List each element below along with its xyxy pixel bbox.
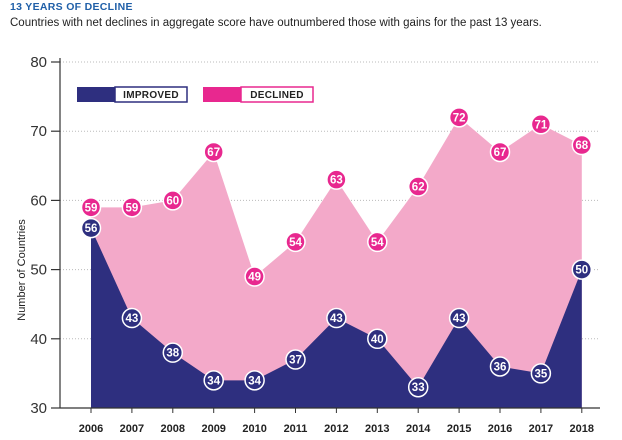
improved-point-value: 36 — [494, 361, 507, 373]
x-tick-label: 2009 — [201, 423, 225, 435]
y-axis-label: Number of Countries — [16, 219, 28, 321]
improved-point-marker — [80, 217, 102, 239]
declined-point-value: 60 — [166, 195, 179, 207]
improved-point-marker — [489, 356, 511, 377]
improved-point-marker — [326, 307, 347, 329]
x-tick-label: 2017 — [529, 423, 553, 435]
declined-point-value: 68 — [575, 140, 588, 152]
x-tick-label: 2015 — [447, 423, 471, 435]
x-tick-label: 2008 — [161, 423, 185, 435]
improved-point-value: 37 — [289, 355, 302, 367]
declined-point-marker — [530, 114, 552, 135]
improved-point-marker — [367, 328, 388, 350]
legend-box — [240, 86, 314, 103]
y-tick-label: 50 — [30, 262, 47, 279]
declined-point-value: 67 — [494, 147, 507, 159]
y-tick-label: 70 — [30, 123, 47, 140]
x-tick-label: 2014 — [406, 423, 431, 435]
improved-point-value: 34 — [207, 375, 220, 387]
legend: IMPROVED DECLINED — [77, 86, 314, 103]
declined-point-value: 62 — [412, 182, 425, 194]
declined-point-marker — [326, 169, 347, 190]
improved-point-marker — [407, 376, 429, 398]
declined-point-value: 59 — [126, 202, 139, 214]
legend-label: IMPROVED — [123, 90, 179, 101]
x-tick-label: 2011 — [284, 423, 308, 435]
improved-point-value: 38 — [166, 348, 179, 360]
declined-point-value: 67 — [207, 147, 220, 159]
declined-point-marker — [448, 107, 470, 128]
improved-point-value: 50 — [575, 265, 588, 277]
improved-point-marker — [121, 307, 143, 329]
improved-point-value: 56 — [85, 223, 98, 235]
improved-point-marker — [571, 259, 593, 280]
y-tick-label: 80 — [30, 54, 47, 71]
x-tick-label: 2013 — [365, 423, 389, 435]
legend-label: DECLINED — [250, 90, 304, 101]
improved-point-value: 33 — [412, 382, 425, 394]
declined-point-marker — [571, 134, 593, 156]
improved-point-marker — [203, 370, 224, 391]
legend-swatch — [77, 87, 119, 102]
improved-point-value: 43 — [330, 313, 343, 325]
improved-point-value: 43 — [126, 313, 139, 325]
x-tick-label: 2016 — [488, 423, 512, 435]
improved-point-value: 43 — [453, 313, 466, 325]
declined-point-value: 72 — [453, 112, 466, 124]
declined-point-value: 49 — [248, 272, 261, 284]
declined-point-marker — [244, 266, 265, 287]
x-tick-label: 2010 — [242, 423, 266, 435]
declined-point-marker — [121, 197, 143, 218]
x-tick-label: 2012 — [324, 423, 348, 435]
declined-point-value: 71 — [535, 119, 548, 131]
improved-point-marker — [285, 349, 306, 370]
improved-point-value: 34 — [248, 375, 261, 387]
legend-box — [114, 86, 188, 103]
improved-point-marker — [448, 307, 470, 329]
axes — [59, 58, 600, 409]
x-axis-ticks: 2006 2007 2008 2009 2010 2011 2012 2013 2014 2015… — [79, 408, 594, 435]
y-tick-label: 30 — [30, 400, 47, 417]
x-tick-label: 2006 — [79, 423, 103, 435]
declined-point-marker — [367, 231, 388, 253]
chart-subtitle: Countries with net declines in aggregate… — [10, 17, 542, 29]
declined-point-marker — [162, 190, 184, 211]
declined-point-marker — [407, 176, 429, 197]
y-tick-label: 60 — [30, 192, 47, 209]
improved-point-value: 40 — [371, 334, 384, 346]
data-labels: 59 59 60 67 49 54 63 54 62 72 67 71 68 56 43 38 34 34 37 43… — [80, 107, 593, 398]
improved-point-marker — [530, 363, 552, 384]
y-tick-label: 40 — [30, 331, 47, 348]
improved-point-marker — [244, 370, 265, 391]
improved-point-marker — [162, 342, 184, 363]
x-tick-label: 2007 — [120, 423, 144, 435]
declined-point-value: 59 — [85, 202, 98, 214]
y-axis-ticks: 30 40 50 60 70 80 — [30, 54, 60, 417]
declined-point-marker — [203, 141, 224, 163]
declined-point-marker — [80, 197, 102, 218]
improved-point-value: 35 — [535, 368, 548, 380]
declined-point-value: 54 — [371, 237, 384, 249]
declined-point-value: 54 — [289, 237, 302, 249]
declined-point-marker — [489, 141, 511, 163]
declined-point-value: 63 — [330, 175, 343, 187]
declined-point-marker — [285, 231, 306, 253]
chart-title: 13 YEARS OF DECLINE — [10, 1, 133, 13]
x-tick-label: 2018 — [570, 423, 594, 435]
legend-swatch — [203, 87, 245, 102]
